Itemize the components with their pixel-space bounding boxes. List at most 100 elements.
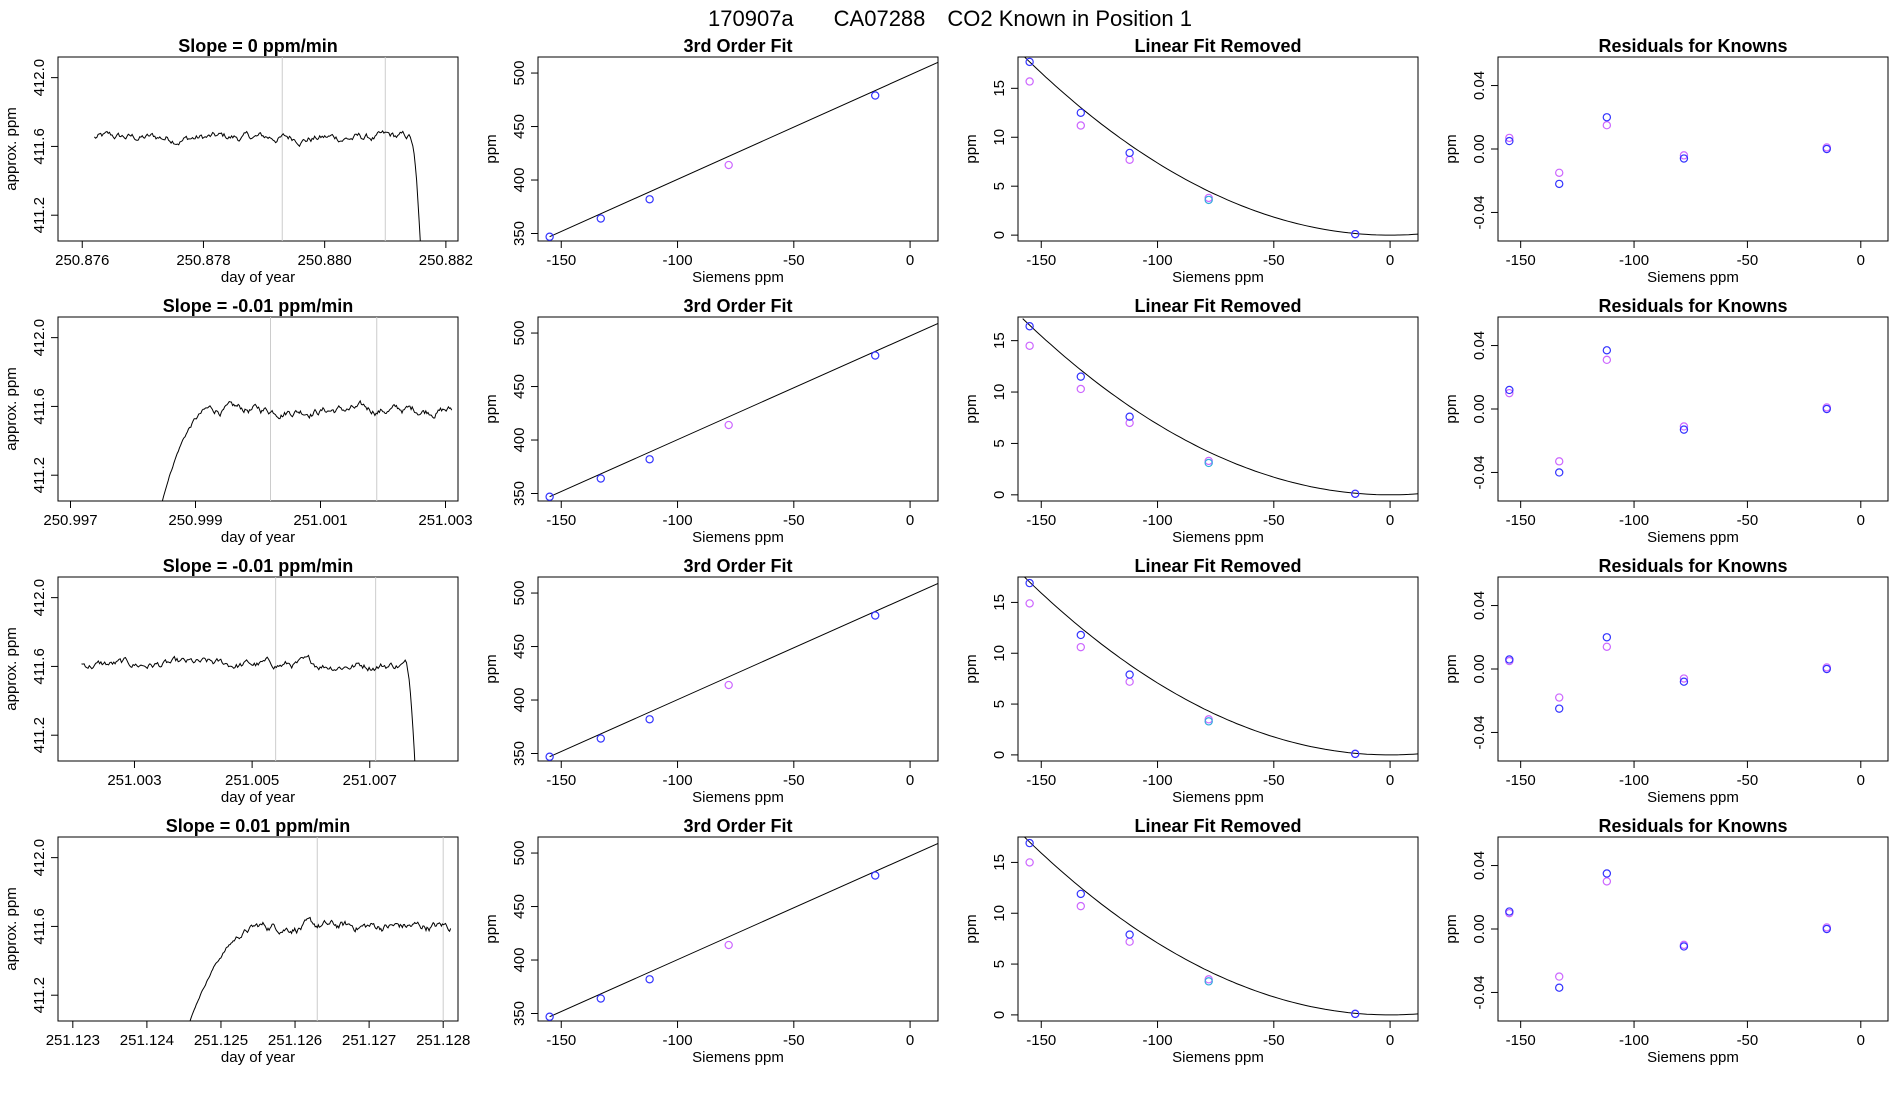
x-tick-label: 251.125 <box>194 1032 248 1049</box>
x-tick-label: 251.007 <box>343 772 397 789</box>
plot-area <box>1505 346 1831 477</box>
panel-title: Linear Fit Removed <box>1134 296 1301 316</box>
x-tick-label: 250.880 <box>298 252 352 269</box>
x-tick-label: 250.876 <box>55 252 109 269</box>
fit-curve <box>1023 837 1418 1016</box>
pink-point <box>1555 168 1564 177</box>
panel-r1-c1: Slope = 0 ppm/min 250.876 250.878 250.880 25… <box>3 36 473 286</box>
x-tick-label: -150 <box>1506 512 1536 529</box>
x-tick-label: -150 <box>1026 772 1056 789</box>
y-tick-label: 0.04 <box>1471 71 1488 100</box>
pink-point <box>1076 901 1085 911</box>
y-tick-label: 411.2 <box>31 197 48 233</box>
fit-curve <box>1023 577 1418 756</box>
plot-frame <box>1017 836 1419 1022</box>
x-axis-label: Siemens ppm <box>1647 789 1739 806</box>
y-tick-label: 412.0 <box>31 59 48 97</box>
x-tick-label: -50 <box>1263 1032 1285 1049</box>
panel-title: 3rd Order Fit <box>683 36 792 56</box>
y-tick-label: 10 <box>991 129 1008 146</box>
panel-title: Linear Fit Removed <box>1134 816 1301 836</box>
blue-point <box>1679 154 1689 163</box>
fit-curve <box>1022 318 1418 496</box>
data-point <box>724 680 733 690</box>
y-tick-label: 0 <box>991 1011 1008 1019</box>
x-tick-label: -50 <box>783 1032 805 1049</box>
data-point <box>645 455 654 464</box>
panel-r2-c1: Slope = -0.01 ppm/min 250.997 250.999 251.0… <box>3 296 473 546</box>
blue-point <box>1025 838 1034 848</box>
y-axis-label: ppm <box>963 654 980 683</box>
y-tick-label: 0 <box>991 491 1008 499</box>
x-axis-label: day of year <box>221 529 295 546</box>
x-tick-label: 0 <box>1386 1032 1394 1049</box>
plot-area <box>94 57 421 241</box>
blue-point <box>1204 977 1213 986</box>
x-tick-label: 250.997 <box>43 512 97 529</box>
blue-point <box>1679 425 1689 434</box>
blue-point <box>1204 458 1213 468</box>
x-tick-label: -150 <box>1506 252 1536 269</box>
pink-point <box>1125 418 1134 428</box>
concentration-trace <box>81 654 416 761</box>
data-point <box>645 975 654 984</box>
x-axis-label: day of year <box>221 789 295 806</box>
y-tick-label: 15 <box>991 80 1008 97</box>
y-tick-label: 350 <box>511 221 528 246</box>
blue-point <box>1822 404 1831 414</box>
y-axis-label: ppm <box>963 134 980 163</box>
y-tick-label: 0 <box>991 231 1008 239</box>
data-point <box>596 734 605 743</box>
blue-point <box>1602 633 1612 642</box>
plot-area <box>161 317 453 501</box>
blue-point <box>1125 930 1134 939</box>
pink-point <box>1025 341 1034 350</box>
x-tick-label: -100 <box>663 1032 693 1049</box>
y-axis-label: ppm <box>963 914 980 943</box>
blue-point <box>1505 655 1514 664</box>
panel-r2-c2: 3rd Order Fit -150 -100 -50 0 350 400 450 500 Sie… <box>483 296 939 546</box>
y-tick-label: 0 <box>991 751 1008 759</box>
panels-grid: Slope = 0 ppm/min 250.876 250.878 250.880 25… <box>3 36 1889 1066</box>
x-tick-label: -100 <box>1619 1032 1649 1049</box>
x-tick-label: 251.127 <box>342 1032 396 1049</box>
y-axis-label: ppm <box>1443 914 1460 943</box>
y-tick-label: 412.0 <box>31 579 48 617</box>
y-tick-label: 411.2 <box>31 977 48 1013</box>
pink-point <box>1025 599 1034 608</box>
y-tick-label: 5 <box>991 700 1008 708</box>
pink-point <box>1505 133 1514 143</box>
x-tick-label: -100 <box>1619 512 1649 529</box>
plot-area <box>1022 318 1418 499</box>
data-point <box>724 940 733 950</box>
panel-title: Linear Fit Removed <box>1134 556 1301 576</box>
panel-r4-c2: 3rd Order Fit -150 -100 -50 0 350 400 450 500 Sie… <box>483 816 939 1066</box>
x-tick-label: 0 <box>1386 772 1394 789</box>
x-tick-label: -100 <box>1143 512 1173 529</box>
x-tick-label: -150 <box>546 512 576 529</box>
plot-area <box>1505 113 1831 189</box>
x-tick-label: 0 <box>906 512 914 529</box>
y-axis-label: ppm <box>483 654 500 683</box>
x-tick-label: 0 <box>1857 772 1865 789</box>
concentration-trace <box>94 130 421 241</box>
blue-point <box>1555 704 1564 713</box>
blue-point <box>1025 578 1034 588</box>
plot-area <box>545 842 938 1021</box>
pink-point <box>1505 388 1514 398</box>
plot-frame <box>537 836 939 1022</box>
panel-title: 3rd Order Fit <box>683 816 792 836</box>
plot-area <box>1023 837 1418 1019</box>
x-tick-label: 251.003 <box>418 512 472 529</box>
y-tick-label: 10 <box>991 905 1008 922</box>
plot-area <box>545 322 938 501</box>
y-tick-label: 10 <box>991 645 1008 662</box>
x-tick-label: -100 <box>663 512 693 529</box>
blue-point <box>1602 113 1612 122</box>
blue-point <box>1505 136 1514 146</box>
x-tick-label: -50 <box>783 512 805 529</box>
y-axis-label: ppm <box>483 134 500 163</box>
pink-point <box>1679 674 1689 683</box>
x-tick-label: 251.126 <box>268 1032 322 1049</box>
x-tick-label: -50 <box>1263 772 1285 789</box>
